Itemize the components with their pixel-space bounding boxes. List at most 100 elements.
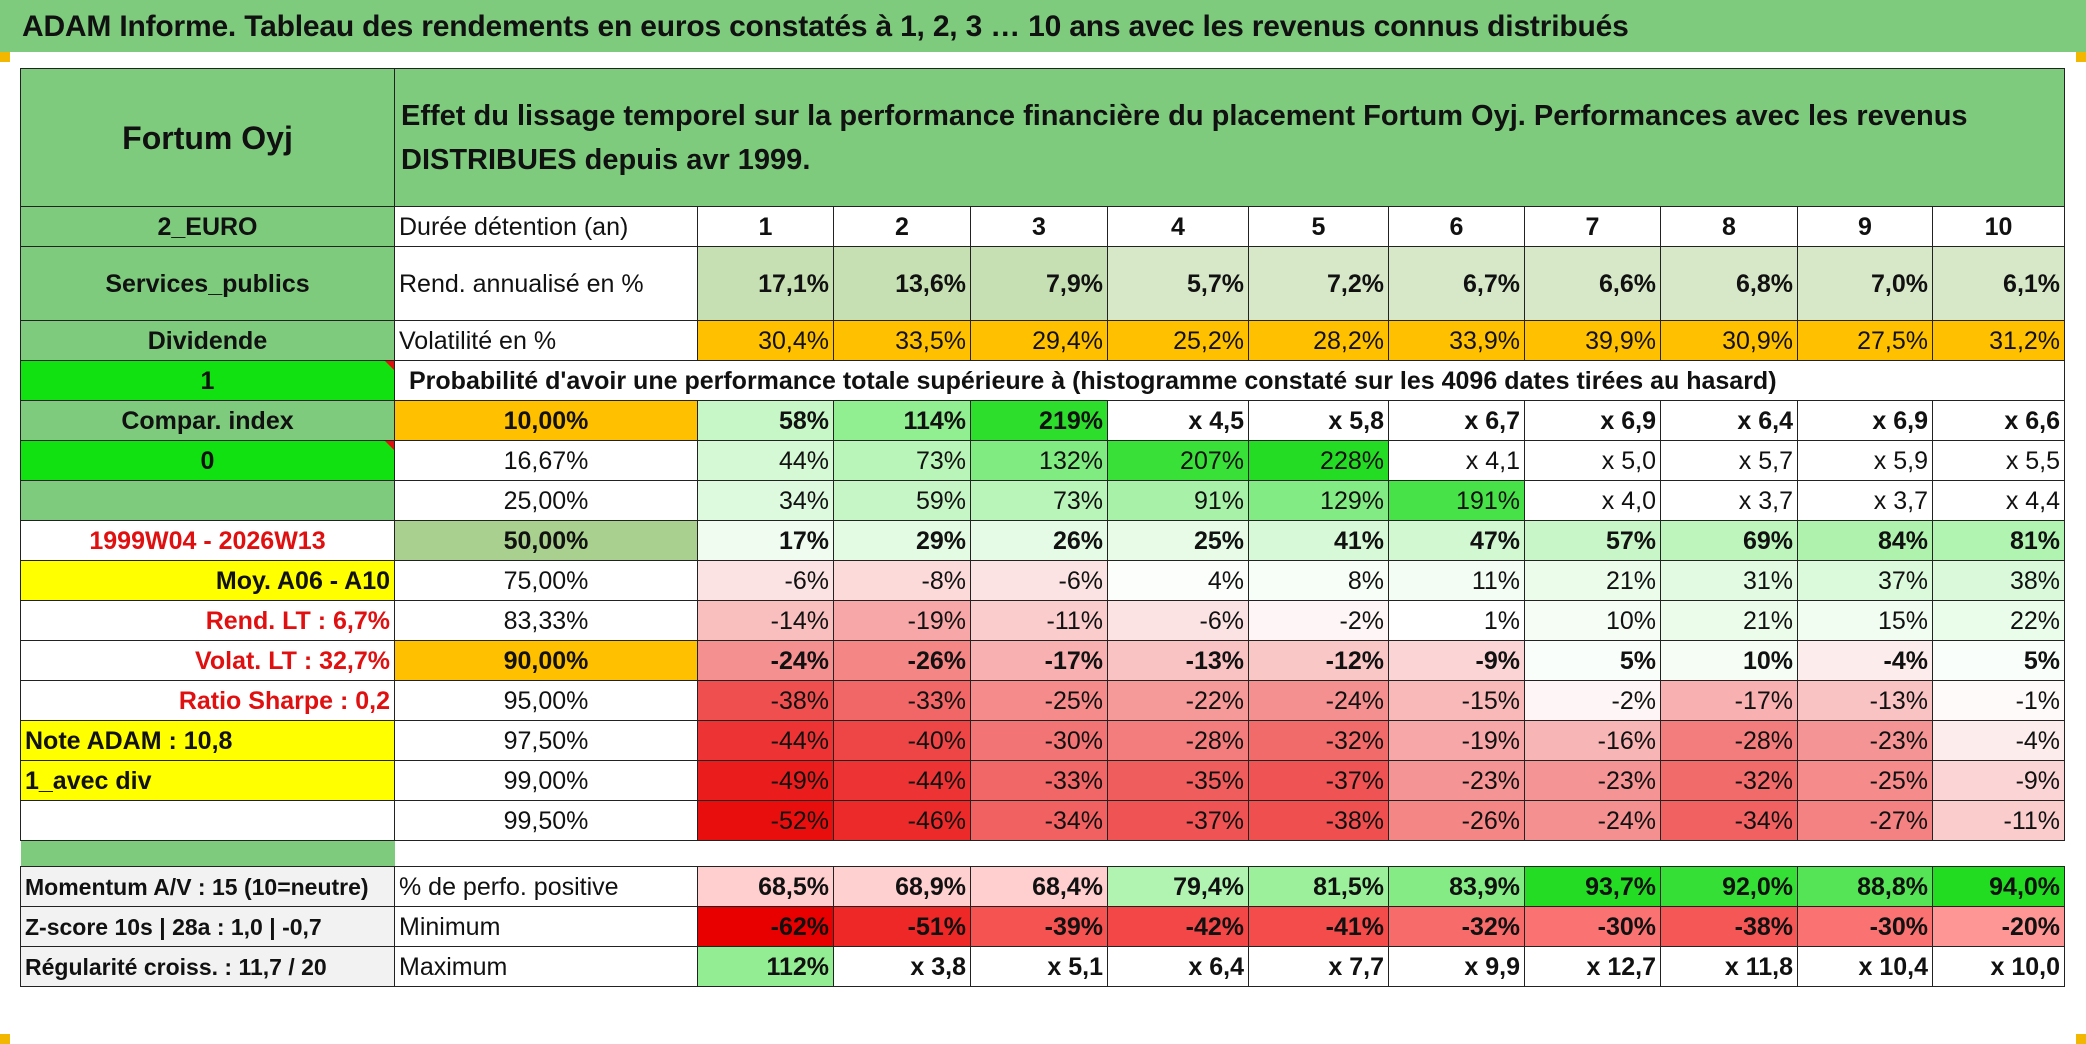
quantile-value: x 4,1 <box>1388 440 1525 481</box>
quantile-value: x 5,7 <box>1660 440 1798 481</box>
positive-perf-value: 88,8% <box>1797 866 1933 907</box>
quantile-value: 21% <box>1524 560 1661 601</box>
quantile-value: 73% <box>970 480 1108 521</box>
regularity-label: Régularité croiss. : 11,7 / 20 <box>20 946 395 987</box>
minimum-label: Minimum <box>394 906 698 947</box>
quantile-value: -4% <box>1797 640 1933 681</box>
holding-year: 9 <box>1797 206 1933 247</box>
quantile-value: 69% <box>1660 520 1798 561</box>
empty-cell <box>20 800 395 841</box>
quantile-value: -17% <box>1660 680 1798 721</box>
maximum-value: x 11,8 <box>1660 946 1798 987</box>
quantile-value: -24% <box>1524 800 1661 841</box>
quantile-value: 44% <box>697 440 834 481</box>
spacer <box>395 841 2065 867</box>
quantile-value: -16% <box>1524 720 1661 761</box>
quantile-value: 91% <box>1107 480 1249 521</box>
quantile-value: -33% <box>833 680 971 721</box>
quantile-value: x 4,4 <box>1931 480 2066 521</box>
quantile-probability: 10,00% <box>394 400 698 441</box>
quantile-value: -6% <box>970 560 1108 601</box>
probability-label: Probabilité d'avoir une performance tota… <box>394 360 1933 401</box>
quantile-value: 59% <box>833 480 971 521</box>
quantile-value: 21% <box>1660 600 1798 641</box>
currency-label: 2_EURO <box>20 206 395 247</box>
positive-perf-value: 93,7% <box>1524 866 1661 907</box>
minimum-value: -39% <box>970 906 1108 947</box>
quantile-value: x 5,8 <box>1248 400 1389 441</box>
quantile-value: x 4,5 <box>1107 400 1249 441</box>
quantile-value: 31% <box>1660 560 1798 601</box>
dividend-mode: 1_avec div <box>20 760 395 801</box>
quantile-probability: 75,00% <box>394 560 698 601</box>
quantile-value: -32% <box>1248 720 1389 761</box>
quantile-value: 132% <box>970 440 1108 481</box>
quantile-value: 29% <box>833 520 971 561</box>
quantile-value: 17% <box>697 520 834 561</box>
quantile-value: -2% <box>1248 600 1389 641</box>
volatility-value: 30,9% <box>1660 320 1798 361</box>
quantile-value: -11% <box>1931 800 2066 841</box>
annualized-return-value: 5,7% <box>1107 246 1249 321</box>
corner-marker <box>2076 1034 2086 1044</box>
maximum-value: x 9,9 <box>1388 946 1525 987</box>
quantile-value: 73% <box>833 440 971 481</box>
minimum-value: -30% <box>1524 906 1661 947</box>
quantile-value: 4% <box>1107 560 1249 601</box>
positive-perf-value: 92,0% <box>1660 866 1798 907</box>
quantile-value: 191% <box>1388 480 1525 521</box>
quantile-value: -14% <box>697 600 834 641</box>
holding-year: 8 <box>1660 206 1798 247</box>
quantile-value: 47% <box>1388 520 1525 561</box>
positive-perf-value: 94,0% <box>1931 866 2066 907</box>
quantile-value: -28% <box>1660 720 1798 761</box>
positive-perf-label: % de perfo. positive <box>394 866 698 907</box>
maximum-label: Maximum <box>394 946 698 987</box>
quantile-value: -23% <box>1388 760 1525 801</box>
holding-year: 10 <box>1931 206 2066 247</box>
quantile-value: -44% <box>697 720 834 761</box>
minimum-value: -42% <box>1107 906 1249 947</box>
quantile-value: -19% <box>833 600 971 641</box>
quantile-value: -26% <box>1388 800 1525 841</box>
adam-score: Note ADAM : 10,8 <box>20 720 395 761</box>
annualized-return-value: 7,9% <box>970 246 1108 321</box>
holding-year: 7 <box>1524 206 1661 247</box>
holding-year: 4 <box>1107 206 1249 247</box>
annualized-return-value: 7,2% <box>1248 246 1389 321</box>
volatility-value: 27,5% <box>1797 320 1933 361</box>
volatility-value: 39,9% <box>1524 320 1661 361</box>
minimum-value: -20% <box>1931 906 2066 947</box>
quantile-value: 1% <box>1388 600 1525 641</box>
quantile-value: 15% <box>1797 600 1933 641</box>
annualized-return-value: 6,8% <box>1660 246 1798 321</box>
quantile-value: -6% <box>697 560 834 601</box>
quantile-value: -12% <box>1248 640 1389 681</box>
quantile-value: -27% <box>1797 800 1933 841</box>
annualized-return-value: 13,6% <box>833 246 971 321</box>
maximum-value: x 10,0 <box>1931 946 2066 987</box>
quantile-value: -28% <box>1107 720 1249 761</box>
quantile-value: -25% <box>1797 760 1933 801</box>
quantile-value: 228% <box>1248 440 1389 481</box>
quantile-value: -6% <box>1107 600 1249 641</box>
holding-year: 5 <box>1248 206 1389 247</box>
annualized-return-value: 6,1% <box>1931 246 2066 321</box>
quantile-value: -19% <box>1388 720 1525 761</box>
quantile-value: -24% <box>1248 680 1389 721</box>
quantile-value: x 3,7 <box>1797 480 1933 521</box>
quantile-value: 25% <box>1107 520 1249 561</box>
quantile-value: 219% <box>970 400 1108 441</box>
quantile-probability: 90,00% <box>394 640 698 681</box>
quantile-value: -26% <box>833 640 971 681</box>
quantile-value: -1% <box>1931 680 2066 721</box>
maximum-value: x 12,7 <box>1524 946 1661 987</box>
holding-duration-label: Durée détention (an) <box>394 206 698 247</box>
quantile-value: -9% <box>1931 760 2066 801</box>
sharpe-ratio: Ratio Sharpe : 0,2 <box>20 680 395 721</box>
maximum-value: x 10,4 <box>1797 946 1933 987</box>
quantile-value: -37% <box>1107 800 1249 841</box>
quantile-value: x 5,9 <box>1797 440 1933 481</box>
quantile-value: -35% <box>1107 760 1249 801</box>
volatility-value: 29,4% <box>970 320 1108 361</box>
